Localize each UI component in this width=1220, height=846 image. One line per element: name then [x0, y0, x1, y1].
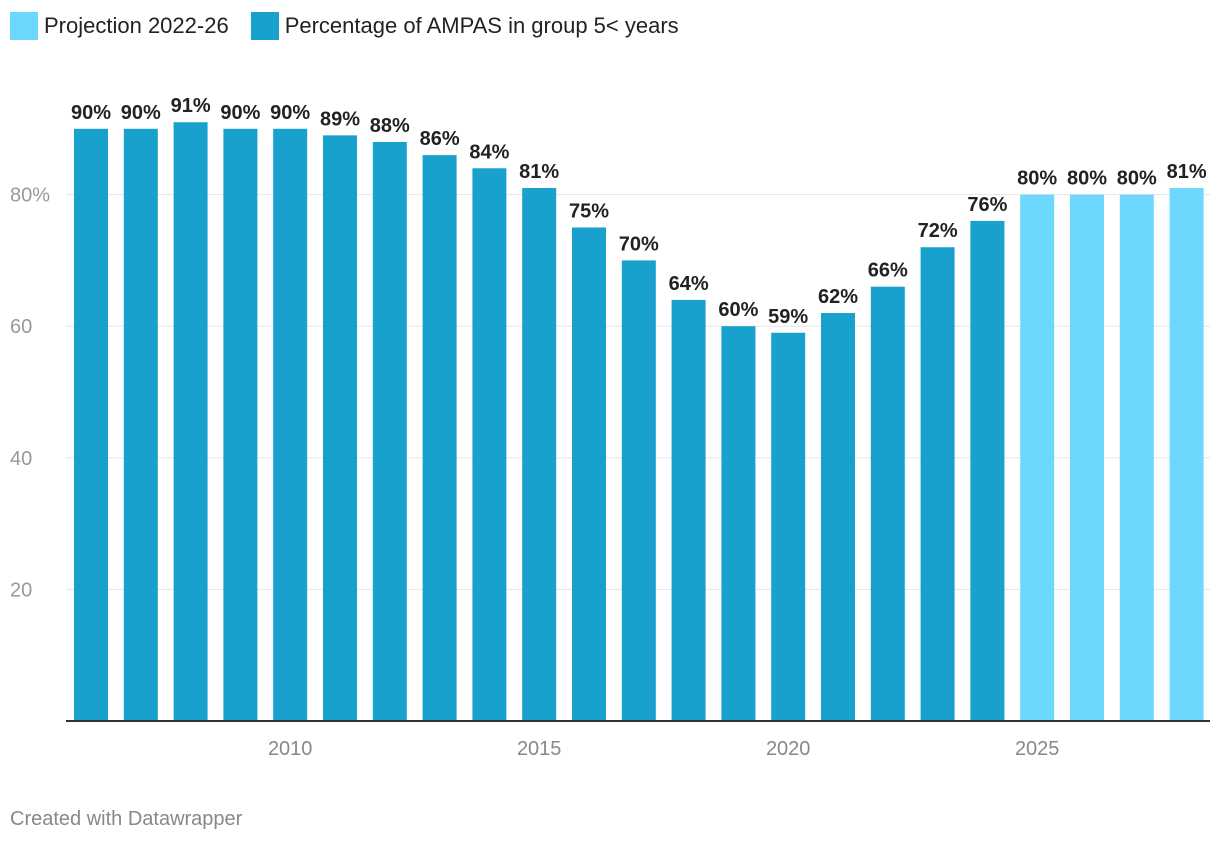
projection-bar — [1169, 188, 1204, 721]
data-bar — [522, 188, 557, 721]
data-label: 80% — [1067, 168, 1107, 190]
data-label: 59% — [768, 306, 808, 328]
data-label: 62% — [818, 286, 858, 308]
projection-bar — [1119, 194, 1154, 722]
data-label: 75% — [569, 201, 609, 223]
projection-bar — [1020, 194, 1055, 722]
data-label: 64% — [669, 273, 709, 295]
data-label: 89% — [320, 108, 360, 130]
data-bar — [671, 299, 706, 721]
y-tick-label: 40 — [10, 448, 32, 470]
data-label: 90% — [121, 102, 161, 124]
data-label: 88% — [370, 115, 410, 137]
data-bar — [323, 135, 357, 721]
x-tick-label: 2015 — [517, 738, 562, 760]
data-label: 90% — [270, 102, 310, 124]
data-bar — [821, 313, 855, 721]
data-label: 86% — [420, 128, 460, 150]
legend-label-projection: Projection 2022-26 — [44, 13, 229, 38]
x-tick-label: 2010 — [268, 738, 313, 760]
data-label: 84% — [469, 141, 509, 163]
data-label: 80% — [1117, 168, 1157, 190]
data-label: 81% — [519, 161, 559, 183]
data-bar — [223, 128, 258, 722]
data-bar — [372, 141, 407, 721]
data-bar — [173, 122, 208, 722]
projection-bar — [1070, 194, 1104, 722]
data-bar — [74, 128, 108, 722]
legend-item-percentage: Percentage of AMPAS in group 5< years — [250, 12, 679, 40]
data-label: 91% — [171, 95, 211, 117]
data-bar — [422, 155, 457, 721]
data-bar — [123, 128, 158, 722]
data-bar — [920, 247, 955, 722]
data-bar — [970, 220, 1005, 722]
data-bar — [572, 227, 606, 721]
legend-label-percentage: Percentage of AMPAS in group 5< years — [284, 13, 679, 38]
data-label: 90% — [220, 102, 260, 124]
data-bar — [721, 326, 756, 721]
data-label: 76% — [967, 194, 1007, 216]
y-tick-label: 20 — [10, 579, 32, 601]
data-bar — [621, 260, 656, 721]
data-label: 81% — [1167, 161, 1207, 183]
data-label: 90% — [71, 102, 111, 124]
data-label: 66% — [868, 260, 908, 282]
legend-item-projection: Projection 2022-26 — [10, 12, 229, 40]
data-label: 60% — [718, 299, 758, 321]
data-label: 80% — [1017, 168, 1057, 190]
legend-swatch-percentage — [250, 12, 279, 40]
x-tick-label: 2025 — [1015, 738, 1060, 760]
data-bar — [472, 168, 507, 721]
data-label: 72% — [918, 220, 958, 242]
x-tick-label: 2020 — [766, 738, 811, 760]
y-tick-label: 80% — [10, 185, 50, 207]
data-bar — [771, 332, 806, 721]
footer-credit: Created with Datawrapper — [10, 808, 243, 830]
data-label: 70% — [619, 233, 659, 255]
data-bar — [273, 128, 308, 722]
data-bar — [870, 286, 905, 721]
legend-swatch-projection — [10, 12, 38, 40]
y-tick-label: 60 — [10, 316, 32, 338]
legend: Projection 2022-26 Percentage of AMPAS i… — [10, 12, 701, 40]
